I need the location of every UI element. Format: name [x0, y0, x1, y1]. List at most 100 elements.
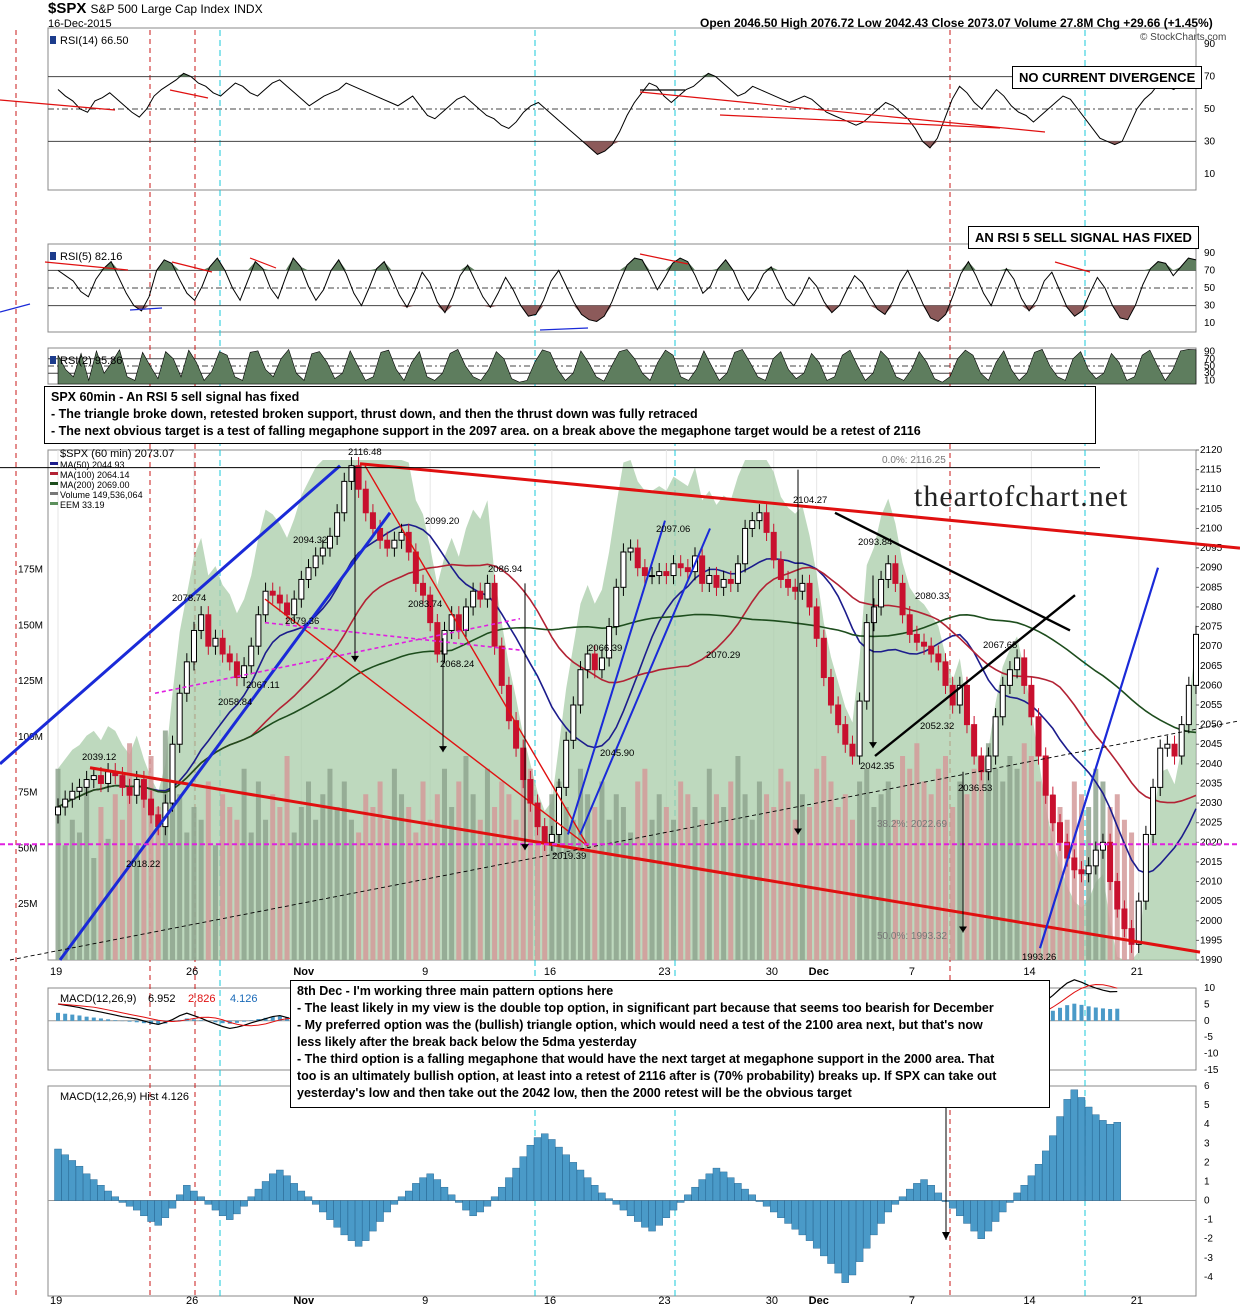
macd-mini-hist-bar	[63, 1014, 67, 1021]
macd-mini-hist-bar	[1108, 1009, 1112, 1021]
hist-bar	[799, 1201, 806, 1235]
volume-bar	[356, 833, 361, 961]
hist-tick-label: -2	[1204, 1234, 1213, 1245]
price-level-label: 2058.84	[218, 697, 252, 708]
hist-bar	[255, 1189, 262, 1200]
price-level-label: 2045.90	[600, 748, 634, 759]
hist-bar	[971, 1201, 978, 1232]
no-divergence-callout: NO CURRENT DIVERGENCE	[1012, 66, 1202, 89]
date-tick-label: 30	[766, 1295, 778, 1307]
candle-body	[1151, 787, 1156, 834]
volume-tick-label: 75M	[18, 788, 37, 799]
hist-target-arrowhead	[942, 1232, 950, 1240]
candle-body	[363, 489, 368, 513]
hist-bar	[598, 1193, 605, 1201]
volume-bar	[485, 769, 490, 960]
candle-body	[886, 564, 891, 580]
macd-mini-hist-bar	[1094, 1008, 1098, 1021]
volume-bar	[213, 845, 218, 960]
candle-body	[70, 791, 75, 799]
macd-mini-hist-bar	[192, 1019, 196, 1020]
price-tick-label: 1995	[1200, 935, 1223, 946]
hist-bar	[97, 1185, 104, 1200]
hist-bar	[441, 1187, 448, 1200]
hist-bar	[677, 1201, 684, 1203]
macd-mini-hist-bar	[221, 1021, 225, 1023]
volume-bar	[592, 807, 597, 960]
rsi5-oversold-fill	[58, 306, 1196, 322]
candle-body	[864, 623, 869, 701]
hist-bar	[348, 1201, 355, 1241]
hist-bar	[713, 1168, 720, 1200]
candle-body	[184, 662, 189, 693]
price-level-label: 2039.12	[82, 752, 116, 763]
note-bottom: 8th Dec - I'm working three main pattern…	[290, 980, 1050, 1108]
hist-bar	[870, 1201, 877, 1235]
candle-body	[979, 756, 984, 772]
volume-bar	[234, 820, 239, 960]
candle-body	[728, 579, 733, 583]
candle-body	[907, 615, 912, 635]
candle-body	[1050, 795, 1055, 822]
candle-body	[700, 556, 705, 583]
volume-bar	[1036, 782, 1041, 961]
hist-bar	[863, 1201, 870, 1249]
chart-date: 16-Dec-2015	[48, 18, 112, 30]
candle-body	[327, 536, 332, 548]
hist-bar	[405, 1191, 412, 1201]
macd-value: 6.952	[148, 993, 176, 1005]
price-tick-label: 2045	[1200, 739, 1223, 750]
volume-bar	[313, 820, 318, 960]
hist-bar	[305, 1197, 312, 1201]
hist-bar	[105, 1191, 112, 1201]
hist-bar	[233, 1201, 240, 1214]
volume-bar	[864, 769, 869, 960]
volume-bar	[227, 807, 232, 960]
exchange: INDX	[234, 2, 263, 16]
hist-bar	[548, 1139, 555, 1200]
candle-body	[771, 532, 776, 559]
rsi14-divergence-line	[640, 92, 1045, 132]
macd-mini-hist-bar	[1058, 1008, 1062, 1021]
candle-body	[1036, 717, 1041, 756]
candle-body	[564, 740, 569, 787]
hist-bar	[462, 1201, 469, 1211]
macd-tick-label: 10	[1204, 983, 1216, 994]
volume-bar	[728, 782, 733, 961]
candle-body	[1179, 725, 1184, 756]
hist-bar	[198, 1197, 205, 1201]
hist-bar	[849, 1201, 856, 1275]
volume-bar	[442, 769, 447, 960]
candle-body	[879, 579, 884, 606]
volume-bar	[843, 794, 848, 960]
date-tick-label: 9	[422, 1295, 428, 1307]
volume-bar	[771, 807, 776, 960]
macd-mini-hist-bar	[1079, 1005, 1083, 1021]
candle-body	[134, 780, 139, 796]
note-bottom-line: too is an ultimately bullish option, at …	[297, 1068, 1043, 1085]
candle-body	[778, 560, 783, 580]
price-level-label: 2094.32	[293, 535, 327, 546]
volume-bar	[56, 769, 61, 960]
hist-bar	[963, 1201, 970, 1224]
candle-body	[370, 513, 375, 529]
hist-bar	[670, 1201, 677, 1211]
hist-bar	[684, 1195, 691, 1201]
hist-tick-label: 5	[1204, 1100, 1210, 1111]
candle-body	[821, 638, 826, 677]
volume-bar	[900, 756, 905, 960]
macd-tick-label: -15	[1204, 1065, 1219, 1076]
hist-bar	[541, 1134, 548, 1201]
axis-tick-label: 70	[1204, 265, 1216, 276]
candle-body	[943, 662, 948, 686]
hist-bar	[190, 1191, 197, 1201]
volume-bar	[514, 820, 519, 960]
hist-bar	[978, 1201, 985, 1239]
candle-body	[277, 595, 282, 603]
hist-bar	[734, 1183, 741, 1200]
candle-body	[800, 583, 805, 591]
price-level-label: 2097.06	[656, 524, 690, 535]
hist-bar	[162, 1201, 169, 1218]
volume-bar	[363, 794, 368, 960]
hist-bar	[241, 1201, 248, 1207]
